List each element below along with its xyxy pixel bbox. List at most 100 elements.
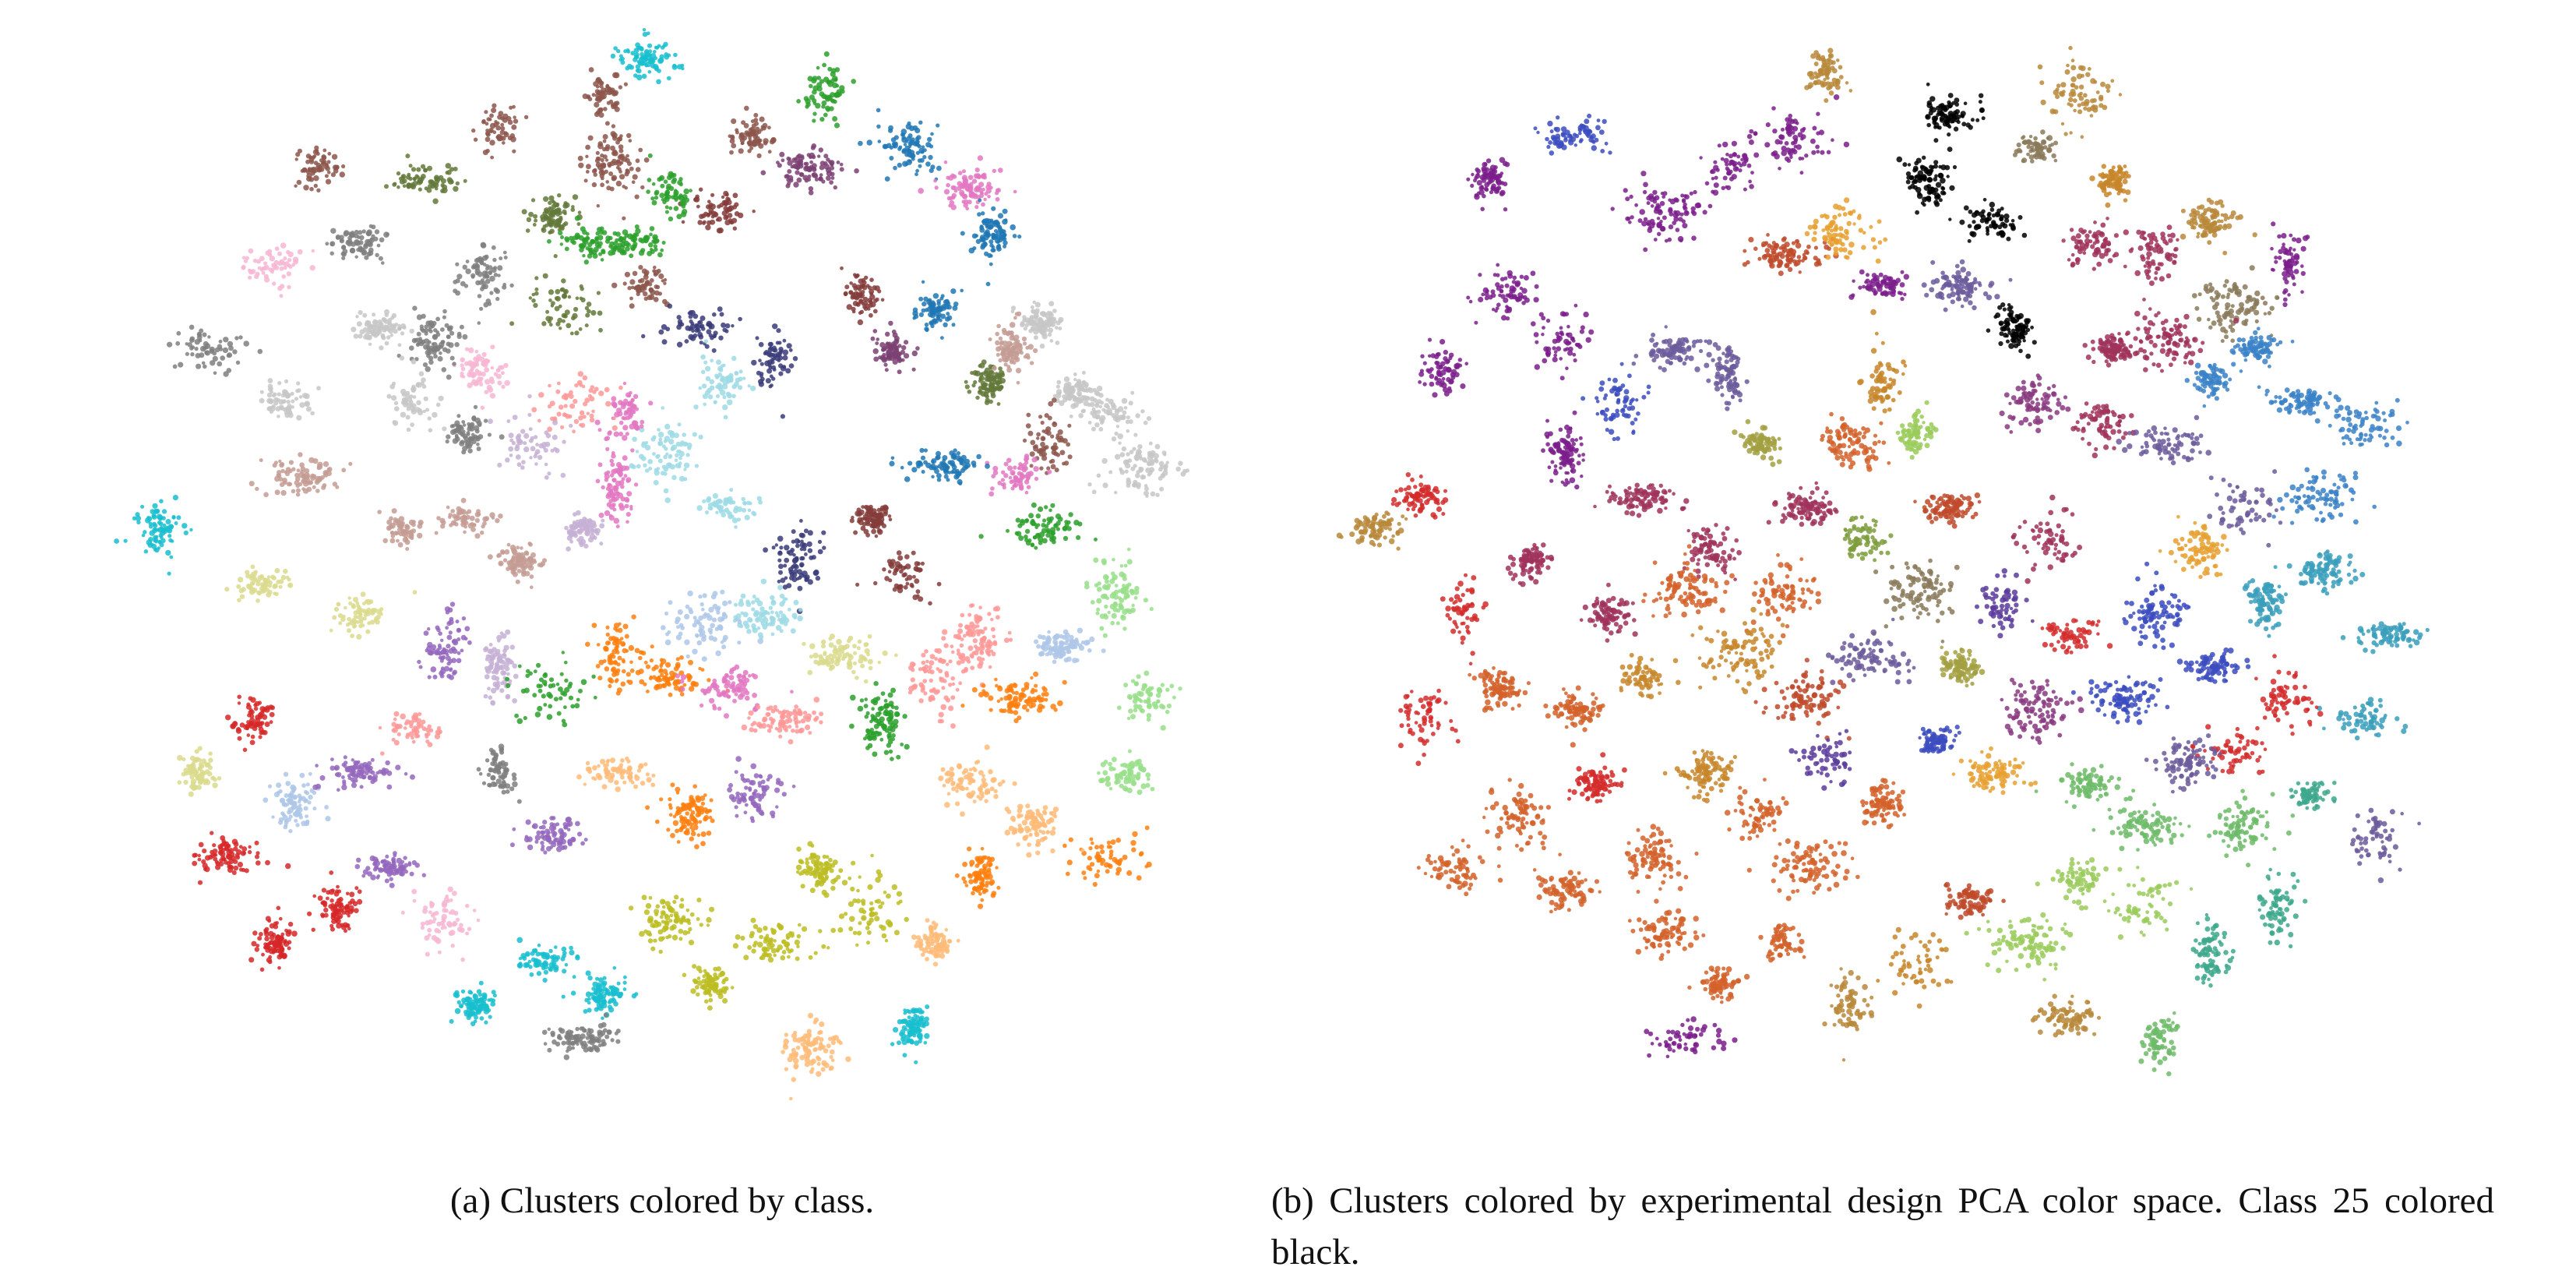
point [792, 557, 798, 563]
point [633, 482, 639, 487]
point [905, 581, 910, 586]
point [779, 545, 784, 550]
point [940, 336, 944, 340]
cluster-15 [547, 215, 649, 265]
point [1034, 476, 1039, 482]
point [440, 327, 445, 332]
point [936, 667, 940, 671]
point [683, 188, 689, 195]
point [366, 330, 371, 335]
point [461, 450, 467, 455]
point [714, 684, 720, 690]
point [664, 436, 671, 442]
point [728, 669, 735, 675]
point [393, 401, 399, 405]
point [877, 660, 882, 665]
point [593, 246, 599, 252]
point [778, 563, 784, 570]
point [997, 224, 1003, 230]
point [808, 186, 814, 192]
point [665, 189, 670, 194]
point [703, 339, 708, 344]
point [967, 175, 974, 180]
point [512, 415, 518, 420]
point [489, 291, 494, 295]
point [1013, 710, 1019, 715]
point [356, 604, 361, 609]
point [564, 246, 569, 252]
point [996, 352, 1000, 357]
point [992, 465, 999, 471]
point [646, 690, 650, 693]
point [936, 305, 942, 312]
point [983, 626, 988, 631]
point [696, 505, 703, 511]
point [547, 404, 552, 409]
point [604, 666, 610, 672]
point [427, 627, 431, 631]
point [548, 316, 554, 321]
point [618, 622, 622, 626]
point [708, 333, 713, 338]
point [391, 395, 397, 401]
point [534, 218, 538, 223]
point [914, 561, 920, 566]
point [976, 453, 981, 460]
point [915, 168, 919, 173]
point [586, 302, 592, 307]
point [462, 333, 468, 340]
point [344, 605, 347, 610]
point [572, 194, 579, 200]
point [492, 257, 497, 263]
point [607, 640, 611, 645]
point [673, 666, 679, 672]
point [625, 157, 630, 164]
point [1100, 421, 1104, 425]
point [849, 281, 853, 285]
point [763, 138, 769, 144]
point [480, 242, 486, 248]
point [726, 689, 731, 693]
point [630, 51, 636, 56]
point [1052, 422, 1058, 428]
point [622, 660, 625, 664]
point [468, 347, 474, 354]
point [629, 463, 635, 469]
point [642, 28, 647, 32]
point [404, 539, 411, 545]
point [787, 169, 792, 174]
point [1031, 502, 1037, 508]
point [442, 426, 447, 432]
point [776, 328, 781, 333]
point [925, 659, 929, 664]
point [593, 172, 597, 177]
point [1101, 457, 1108, 464]
point [988, 337, 992, 341]
point [622, 435, 628, 441]
point [714, 626, 720, 631]
point [456, 658, 462, 664]
point [488, 664, 494, 669]
point [605, 235, 611, 242]
point [988, 708, 993, 712]
point [1147, 452, 1152, 457]
point [368, 599, 374, 605]
point [752, 512, 757, 517]
point [671, 195, 675, 199]
point [647, 70, 652, 74]
point [511, 555, 516, 559]
point [643, 272, 649, 277]
point [804, 178, 809, 183]
point [596, 204, 600, 208]
point [927, 136, 932, 143]
point [893, 567, 899, 573]
point [365, 629, 371, 634]
point [1089, 401, 1095, 408]
cluster-18 [693, 339, 756, 420]
point [1049, 537, 1055, 542]
point [699, 187, 703, 192]
point [718, 499, 723, 504]
point [702, 593, 707, 598]
point [1026, 485, 1031, 489]
point [894, 338, 900, 344]
